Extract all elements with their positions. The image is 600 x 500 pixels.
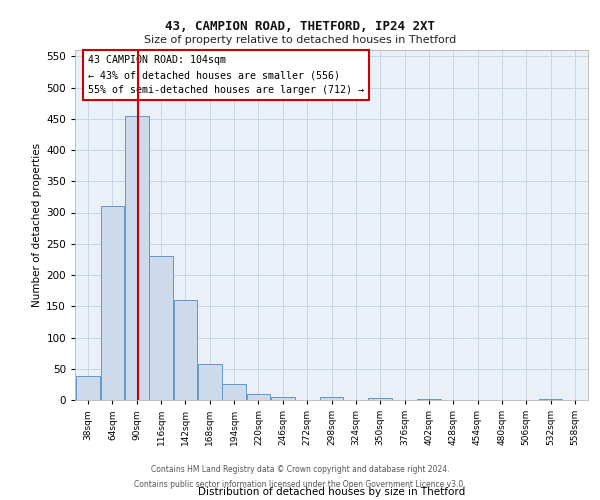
- Text: Contains HM Land Registry data © Crown copyright and database right 2024.: Contains HM Land Registry data © Crown c…: [151, 465, 449, 474]
- Bar: [247, 394, 270, 400]
- Bar: [539, 399, 562, 400]
- Bar: [76, 376, 100, 400]
- Y-axis label: Number of detached properties: Number of detached properties: [32, 143, 42, 307]
- X-axis label: Distribution of detached houses by size in Thetford: Distribution of detached houses by size …: [198, 487, 465, 497]
- Bar: [368, 398, 392, 400]
- Bar: [173, 300, 197, 400]
- Bar: [125, 116, 149, 400]
- Bar: [271, 397, 295, 400]
- Bar: [198, 364, 221, 400]
- Bar: [149, 256, 173, 400]
- Bar: [320, 397, 343, 400]
- Text: Contains public sector information licensed under the Open Government Licence v3: Contains public sector information licen…: [134, 480, 466, 489]
- Text: 43 CAMPION ROAD: 104sqm
← 43% of detached houses are smaller (556)
55% of semi-d: 43 CAMPION ROAD: 104sqm ← 43% of detache…: [88, 56, 364, 95]
- Bar: [223, 384, 246, 400]
- Text: Size of property relative to detached houses in Thetford: Size of property relative to detached ho…: [144, 35, 456, 45]
- Text: 43, CAMPION ROAD, THETFORD, IP24 2XT: 43, CAMPION ROAD, THETFORD, IP24 2XT: [165, 20, 435, 33]
- Bar: [101, 206, 124, 400]
- Bar: [417, 399, 440, 400]
